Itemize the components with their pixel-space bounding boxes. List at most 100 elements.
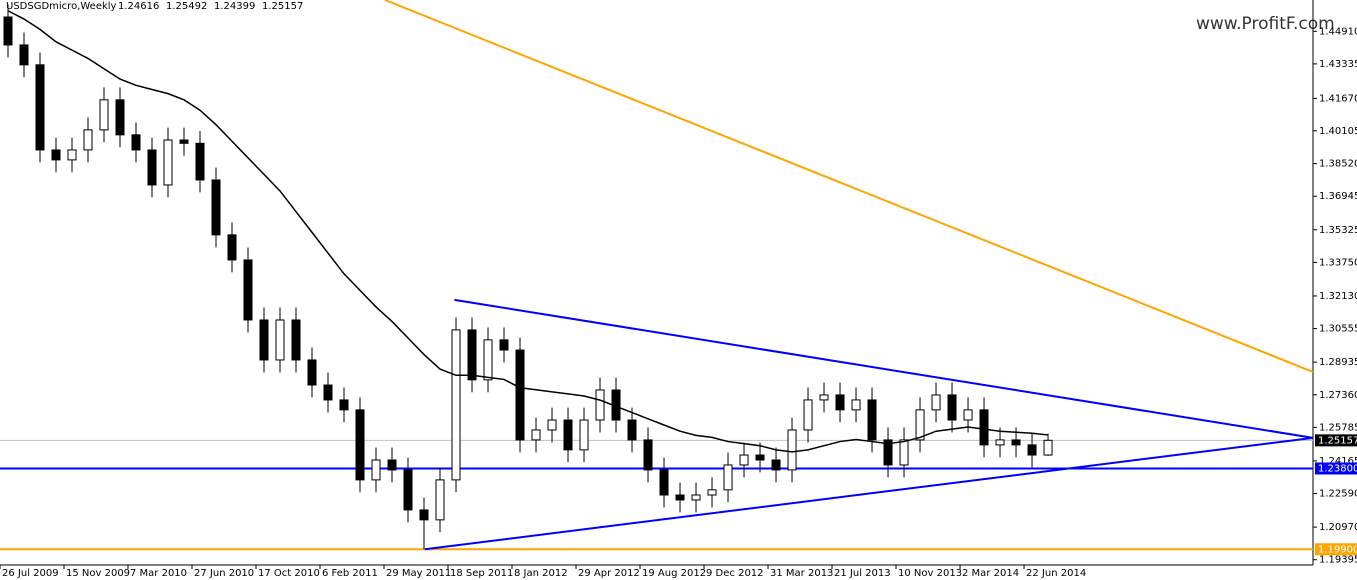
x-tick-label: 10 Nov 2013: [898, 568, 962, 579]
x-tick-label: 18 Sep 2011: [450, 568, 513, 579]
y-tick-label: 1.28935: [1319, 357, 1357, 368]
x-tick-label: 8 Jan 2012: [514, 568, 568, 579]
candle-body: [291, 319, 301, 361]
candle-body: [659, 469, 669, 496]
candle-body: [563, 419, 573, 451]
candle-body: [275, 319, 285, 361]
x-tick-label: 26 Jul 2009: [2, 568, 59, 579]
y-tick-label: 1.20970: [1319, 522, 1357, 533]
candle-body: [627, 419, 637, 441]
watermark: www.ProfitF.com: [1196, 14, 1335, 34]
header-value: 1.25492: [166, 1, 207, 12]
x-tick-label: 29 Apr 2012: [578, 568, 640, 579]
x-tick-label: 29 May 2011: [386, 568, 451, 579]
candle-body: [691, 494, 701, 501]
candle-body: [867, 399, 877, 441]
candle-body: [19, 44, 29, 66]
candle-body: [963, 409, 973, 421]
y-tick-label: 1.22590: [1319, 489, 1357, 500]
price-tag-label: 1.23800: [1318, 463, 1357, 474]
x-tick-label: 9 Dec 2012: [706, 568, 764, 579]
y-tick-label: 1.44910: [1319, 26, 1357, 37]
y-tick-label: 1.38520: [1319, 159, 1357, 170]
candle-body: [819, 394, 829, 401]
x-tick-label: 19 Aug 2012: [642, 568, 706, 579]
y-tick-label: 1.24165: [1319, 456, 1357, 467]
candle-body: [387, 459, 397, 471]
candle-body: [707, 489, 717, 496]
candle-body: [547, 419, 557, 431]
price-tag: [1315, 543, 1357, 556]
candle-body: [99, 99, 109, 131]
candle-body: [435, 479, 445, 521]
candle-body: [771, 459, 781, 471]
x-tick-label: 15 Nov 2009: [66, 568, 130, 579]
candle-body: [483, 339, 493, 381]
header-value: 1.24616: [118, 1, 159, 12]
x-tick-label: 22 Jun 2014: [1026, 568, 1086, 579]
candle-body: [995, 439, 1005, 446]
candle-body: [723, 464, 733, 491]
candle-body: [147, 149, 157, 186]
candle-body: [595, 389, 605, 421]
candle-body: [835, 394, 845, 411]
candle-body: [35, 64, 45, 151]
y-tick-label: 1.25785: [1319, 422, 1357, 433]
candle-body: [931, 394, 941, 411]
x-tick-label: 21 Jul 2013: [834, 568, 891, 579]
x-tick-label: 2 Mar 2014: [962, 568, 1019, 579]
x-tick-label: 6 Feb 2011: [322, 568, 378, 579]
candle-body: [915, 409, 925, 441]
y-tick-label: 1.33750: [1319, 257, 1357, 268]
candle-body: [67, 149, 77, 161]
candle-body: [675, 494, 685, 501]
candle-body: [755, 454, 765, 461]
y-tick-label: 1.32130: [1319, 291, 1357, 302]
y-tick-label: 1.43335: [1319, 59, 1357, 70]
candle-body: [531, 429, 541, 441]
candle-body: [643, 439, 653, 471]
candle-body: [419, 509, 429, 521]
candle-body: [1043, 439, 1053, 456]
candle-body: [307, 359, 317, 386]
candle-body: [851, 399, 861, 411]
candle-body: [1011, 439, 1021, 446]
y-tick-label: 1.27360: [1319, 390, 1357, 401]
price-tag: [1315, 434, 1357, 447]
candle-body: [579, 419, 589, 451]
candle-body: [883, 439, 893, 466]
moving-average: [7, 10, 1049, 453]
y-tick-label: 1.41670: [1319, 93, 1357, 104]
candle-body: [243, 259, 253, 321]
candle-body: [355, 409, 365, 481]
x-tick-label: 17 Oct 2010: [258, 568, 320, 579]
candle-body: [979, 409, 989, 446]
price-tag: [1315, 462, 1357, 475]
y-tick-label: 1.35325: [1319, 225, 1357, 236]
header-value: 1.24399: [214, 1, 255, 12]
price-tag-label: 1.25157: [1318, 435, 1357, 446]
trendline: [454, 298, 1314, 439]
candle-body: [451, 329, 461, 481]
candle-body: [3, 16, 13, 46]
candle-body: [371, 459, 381, 481]
y-tick-label: 1.19395: [1319, 555, 1357, 566]
candle-body: [211, 179, 221, 236]
candle-body: [195, 142, 205, 181]
chart-symbol: USDSGDmicro,Weekly: [6, 1, 117, 12]
candle-body: [179, 139, 189, 144]
candle-body: [403, 469, 413, 511]
candle-body: [131, 134, 141, 151]
candle-body: [259, 319, 269, 361]
candle-body: [51, 149, 61, 161]
candle-body: [787, 429, 797, 471]
candle-body: [467, 329, 477, 381]
candle-body: [739, 454, 749, 466]
trendline: [424, 436, 1314, 551]
candle-body: [83, 129, 93, 151]
candle-body: [803, 399, 813, 431]
x-tick-label: 31 Mar 2013: [770, 568, 833, 579]
candle-body: [163, 139, 173, 186]
candle-body: [499, 339, 509, 351]
